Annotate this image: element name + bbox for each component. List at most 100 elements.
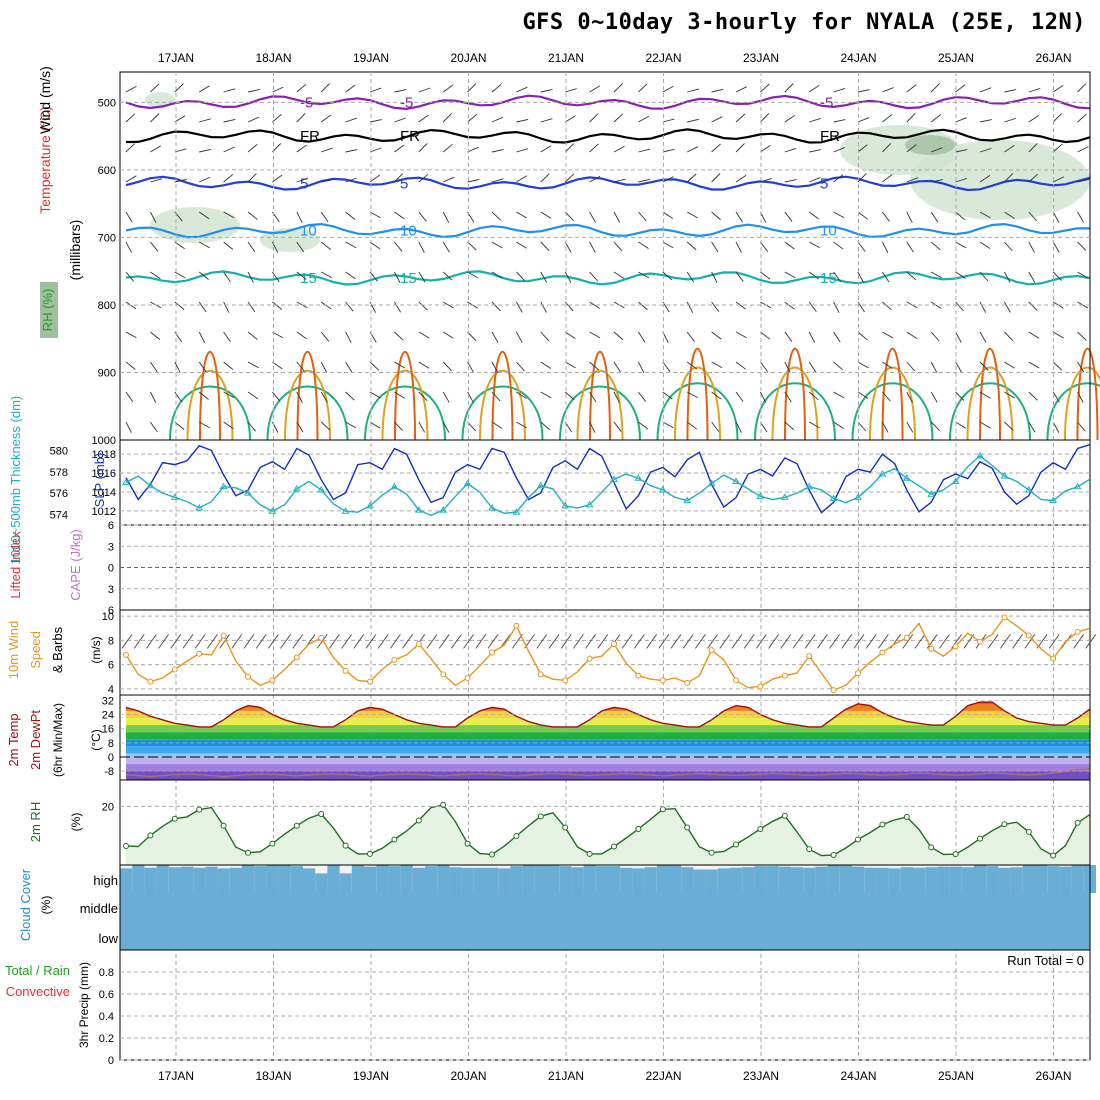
wind-barb [540,118,553,123]
wind-barb [467,361,474,373]
wind-barb [467,391,474,403]
wind-barb [735,86,747,93]
wind10m-speed-point [318,634,325,641]
wind-barb [979,119,992,123]
wind10m-barb [426,634,438,649]
rh2m-point [391,836,398,843]
cloud-high-bar [1010,867,1023,893]
thickness-point [634,474,643,481]
wind-barb [955,117,967,123]
wind-barb [516,86,528,93]
cloud-high-bar [1047,866,1060,893]
dewpt2m-line [125,767,1090,778]
cloud-high-bar [949,866,962,893]
cloud-high-bar [815,866,828,893]
date-label-top: 22JAN [645,51,681,65]
thickness-tick-label: 576 [50,488,68,500]
wind-barb [735,421,742,433]
wind-barb [564,211,574,221]
wind10m-barb [646,634,657,649]
panel-frame [119,71,1091,441]
wind10m-speed-point [1050,655,1057,662]
cloud-high-bar [595,866,608,893]
wind-barb [540,173,550,183]
wind-barb [369,87,382,93]
wind-barb [1052,211,1060,223]
wind-barb [369,421,381,429]
thickness-point [1049,496,1058,504]
wind-barb [589,391,597,403]
wind10m-speed-point [830,687,837,694]
wind-barb [687,88,699,93]
thickness-tick-label: 578 [50,467,68,479]
isotherm-label: 5 [400,175,408,192]
cloud-low-label: low [98,931,118,946]
wind-barb [784,421,795,431]
wind-barb [979,361,989,371]
wind-barb [906,84,917,93]
wind-barb [784,271,796,279]
wind-barb [540,271,548,283]
wind-barb [1052,361,1063,371]
thickness-point [585,500,594,508]
temp-band [126,725,1090,733]
wind10m-speed-point [415,641,422,647]
wind-barb [931,147,943,153]
thickness-point [414,506,423,513]
wind-barb [516,271,526,281]
wind-barb [686,211,698,219]
wind-barb [1052,113,1062,123]
wind-barb [1004,173,1014,183]
precip-tick-label: 0.4 [99,1011,114,1023]
wind-barb [442,84,454,93]
cloud-high-bar [290,866,303,893]
wind-barb [784,83,794,93]
wind10m-barb [548,634,560,649]
cloud-high-bar [669,865,682,893]
wind-barb [443,176,455,183]
wind-barb [686,421,698,430]
wind-barb [711,116,723,123]
temp-tick-label: 16 [102,724,114,736]
cloud-high-bar [632,868,645,893]
rh2m-point [903,813,910,820]
thickness-point [829,494,838,501]
isotherm-label: -5 [300,94,313,111]
cloud-high-bar [425,866,438,893]
cloud-high-bar [181,866,194,893]
wind-barb [686,241,697,251]
cloud-high-bar [473,867,486,893]
wind-barb [418,211,427,222]
wind10m-speed-point [440,671,447,678]
wind-barb [833,241,844,250]
temp-band [126,753,1090,757]
wind10m-barb [487,634,499,649]
wind-barb [369,391,381,399]
wind-barb [125,143,135,153]
cloud-high-bar [730,867,743,893]
date-label-top: 24JAN [840,51,876,65]
wind-barb [955,271,966,279]
wind-barb [369,147,382,153]
wind-barb [833,271,842,282]
temp-tick-label: 24 [102,709,114,721]
cloud-high-bar [498,868,511,893]
wind-barb [979,174,991,183]
wind-barb [418,421,426,433]
rh2m-point [196,806,203,813]
wind10m-barb [987,634,999,649]
wind-barb [930,83,940,93]
wind-barb [1077,391,1084,403]
wind-barb [1077,271,1089,279]
temp-axis-label: Temperature (°C) [37,106,53,214]
wind10m-barb [377,634,389,649]
wind-tick-label: 4 [108,684,114,696]
wind-barb [125,421,132,433]
wind10m-speed-point [537,671,544,678]
wind10-unit-label: (m/s) [89,636,103,663]
wind-barb [272,361,283,370]
date-label-bottom: 19JAN [353,1069,389,1083]
wind-barb [613,211,621,223]
wind10m-barb [438,634,450,649]
wind-barb [613,421,622,432]
